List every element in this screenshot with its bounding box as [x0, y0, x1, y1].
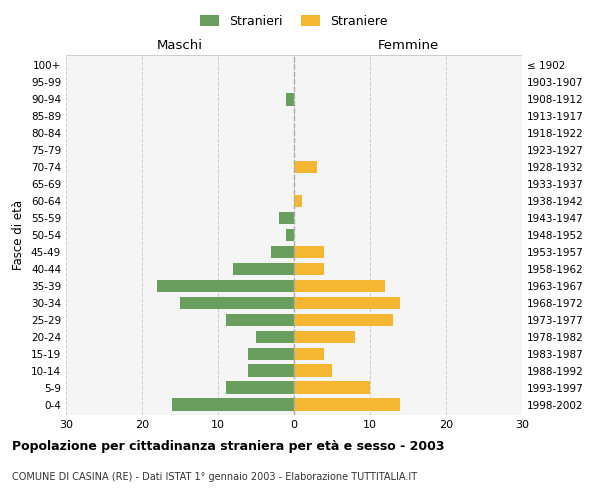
Bar: [294, 296, 400, 310]
Bar: [226, 382, 294, 394]
Text: COMUNE DI CASINA (RE) - Dati ISTAT 1° gennaio 2003 - Elaborazione TUTTITALIA.IT: COMUNE DI CASINA (RE) - Dati ISTAT 1° ge…: [12, 472, 417, 482]
Bar: [294, 330, 355, 344]
Bar: [294, 364, 332, 377]
Bar: [294, 262, 325, 276]
Bar: [294, 246, 325, 258]
Bar: [294, 160, 317, 173]
Bar: [248, 348, 294, 360]
Legend: Stranieri, Straniere: Stranieri, Straniere: [197, 11, 391, 32]
Bar: [157, 280, 294, 292]
Bar: [271, 246, 294, 258]
Bar: [279, 212, 294, 224]
Bar: [294, 194, 302, 207]
Bar: [294, 348, 325, 360]
Bar: [294, 280, 385, 292]
Bar: [226, 314, 294, 326]
Bar: [286, 228, 294, 241]
Text: Maschi: Maschi: [157, 40, 203, 52]
Bar: [294, 398, 400, 411]
Bar: [286, 93, 294, 106]
Bar: [233, 262, 294, 276]
Bar: [294, 314, 393, 326]
Text: Femmine: Femmine: [377, 40, 439, 52]
Text: Popolazione per cittadinanza straniera per età e sesso - 2003: Popolazione per cittadinanza straniera p…: [12, 440, 445, 453]
Bar: [180, 296, 294, 310]
Bar: [256, 330, 294, 344]
Y-axis label: Fasce di età: Fasce di età: [13, 200, 25, 270]
Bar: [248, 364, 294, 377]
Bar: [294, 382, 370, 394]
Bar: [172, 398, 294, 411]
